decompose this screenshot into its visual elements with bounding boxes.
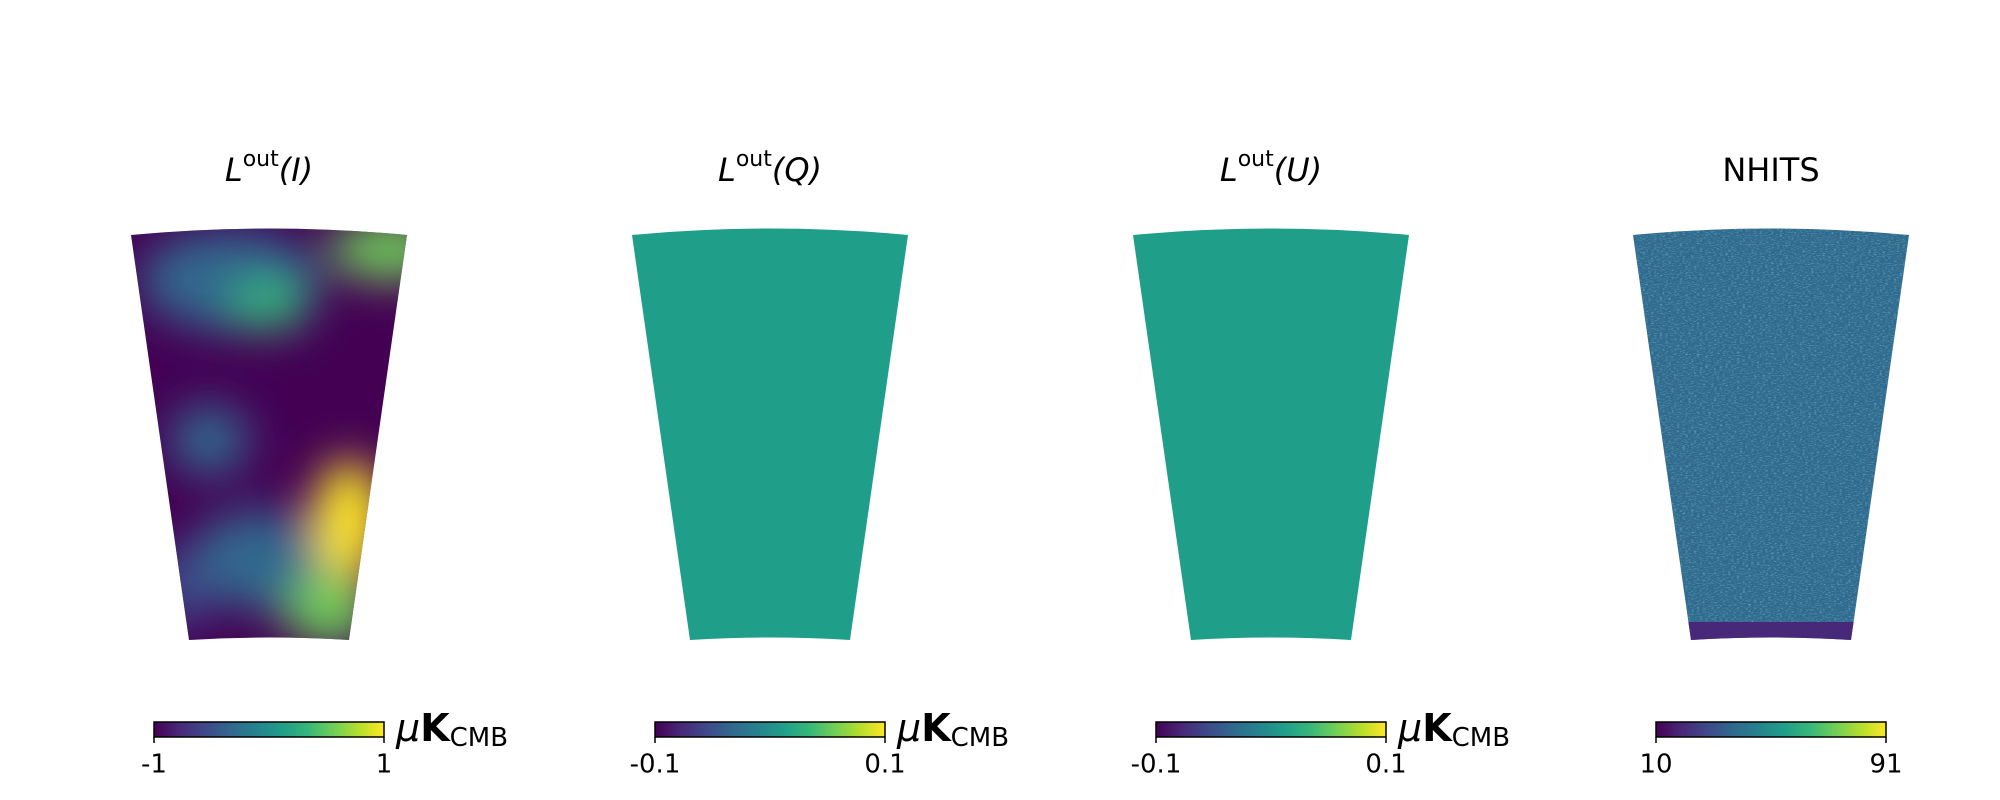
panel-title: Lout(Q) (718, 147, 822, 189)
colorbar-tick-label: -1 (141, 750, 167, 780)
unit-prefix: μ (896, 706, 921, 750)
colorbar-unit: μKCMB (1397, 706, 1510, 753)
map (1133, 228, 1409, 640)
map-fill (1133, 228, 1409, 640)
unit-symbol: K (420, 706, 451, 750)
map (632, 228, 908, 640)
colorbar-tick-label: 10 (1639, 750, 1672, 780)
unit-subscript: CMB (1452, 723, 1510, 753)
title-superscript: out (736, 147, 772, 172)
colorbar (153, 721, 385, 738)
title-symbol: L (225, 151, 243, 189)
panel-title: Lout(U) (1220, 147, 1322, 189)
unit-symbol: K (921, 706, 952, 750)
title-argument: (U) (1274, 151, 1322, 189)
title-symbol: L (1220, 151, 1238, 189)
unit-prefix: μ (395, 706, 420, 750)
colorbar-unit: μKCMB (896, 706, 1009, 753)
map-fill (632, 228, 908, 640)
map-edge (1633, 622, 1909, 640)
map (1633, 228, 1909, 640)
title-superscript: out (1238, 147, 1274, 172)
colorbar-tick-label: 91 (1869, 750, 1902, 780)
colorbar-tick-label: 0.1 (1365, 750, 1406, 780)
colorbar-tick-label: 0.1 (864, 750, 905, 780)
unit-symbol: K (1422, 706, 1453, 750)
panel-title: Lout(I) (225, 147, 313, 189)
title-symbol: L (718, 151, 736, 189)
colorbar-tick-label: -0.1 (1131, 750, 1182, 780)
unit-subscript: CMB (450, 723, 508, 753)
panel-title: NHITS (1722, 151, 1819, 189)
panel: NHITS 10 91 (1633, 151, 1909, 780)
unit-prefix: μ (1397, 706, 1422, 750)
title-argument: (I) (279, 151, 313, 189)
colorbar-tick-label: 1 (376, 750, 393, 780)
map (131, 228, 407, 640)
colorbar-tick-label: -0.1 (630, 750, 681, 780)
title-superscript: out (243, 147, 279, 172)
unit-subscript: CMB (951, 723, 1009, 753)
colorbar (654, 721, 886, 738)
map-noise (1633, 228, 1909, 640)
colorbar (1655, 721, 1887, 738)
colorbar (1155, 721, 1387, 738)
title-argument: (Q) (772, 151, 822, 189)
colorbar-unit: μKCMB (395, 706, 508, 753)
